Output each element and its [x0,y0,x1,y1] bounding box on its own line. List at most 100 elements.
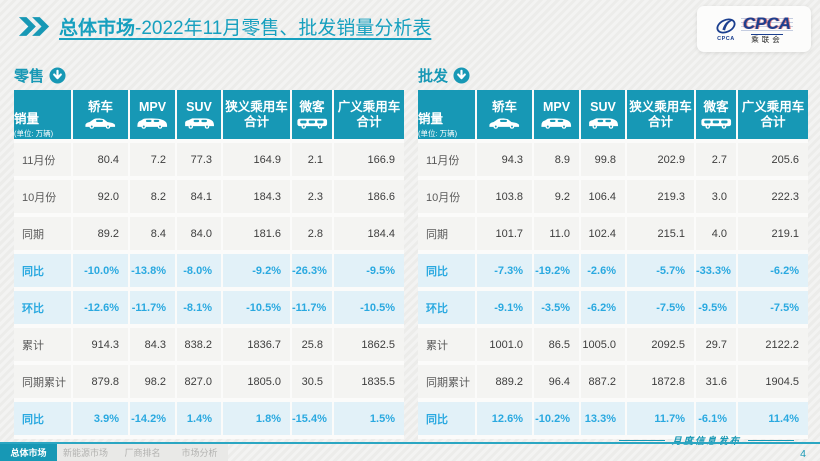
data-cell: 205.6 [737,141,808,180]
data-cell: -8.1% [176,289,223,328]
data-cell: 98.2 [129,363,177,402]
page-number: 4 [800,448,806,460]
data-cell: 31.6 [695,363,738,402]
van-icon [696,116,736,129]
data-cell: -9.2% [222,252,292,291]
data-cell: 222.3 [737,178,808,217]
column-header: MPV [129,90,177,143]
data-cell: 219.3 [626,178,696,217]
data-cell: 202.9 [626,141,696,180]
data-cell: 30.5 [291,363,334,402]
table-row: 11月份 94.3 8.9 99.8 202.9 2.7 205.6 [418,141,808,180]
sales-unit: (单位: 万辆) [14,129,54,138]
suv-icon [581,116,625,129]
data-cell: 11.4% [737,400,808,439]
data-cell: 889.2 [476,363,534,402]
data-cell: 1001.0 [476,326,534,365]
sales-column-header: 销量 (单位: 万辆) [14,90,73,143]
cpca-subtitle: 乘联会 [751,33,783,44]
data-cell: -9.5% [333,252,404,291]
column-header: 狭义乘用车 合计 [222,90,292,143]
row-label: 同比 [418,400,477,439]
data-cell: -6.2% [737,252,808,291]
wholesale-section: 批发 销量 (单位: 万辆) 轿车 MPV SUV 狭义乘用车 合计 微客 广义乘用车 合计 1… [418,64,808,439]
table-row: 同期累计 889.2 96.4 887.2 1872.8 31.6 1904.5 [418,363,808,402]
column-header-label: 微客 [703,99,729,114]
data-cell: 86.5 [533,326,581,365]
table-row: 累计 914.3 84.3 838.2 1836.7 25.8 1862.5 [14,326,404,365]
data-cell: 8.9 [533,141,581,180]
van-icon [292,116,332,129]
table-row: 环比 -12.6% -11.7% -8.1% -10.5% -11.7% -10.5% [14,289,404,328]
row-label: 环比 [14,289,73,328]
tab-厂商排名[interactable]: 厂商排名 [114,444,171,461]
data-cell: 181.6 [222,215,292,254]
header-row: 销量 (单位: 万辆) 轿车 MPV SUV 狭义乘用车 合计 微客 广义乘用车 合计 [418,90,808,143]
table-row: 累计 1001.0 86.5 1005.0 2092.5 29.7 2122.2 [418,326,808,365]
column-header-label: 狭义乘用车 合计 [629,100,692,129]
data-cell: 84.3 [129,326,177,365]
data-cell: 184.4 [333,215,404,254]
data-cell: 3.0 [695,178,738,217]
data-cell: -5.7% [626,252,696,291]
data-cell: 101.7 [476,215,534,254]
data-cell: -10.5% [333,289,404,328]
cpca-mark-label: CPCA [717,35,735,42]
row-label: 同期 [14,215,73,254]
data-cell: 13.3% [580,400,627,439]
page-title: 总体市场-2022年11月零售、批发销量分析表 [59,13,431,40]
data-cell: 11.7% [626,400,696,439]
data-cell: 838.2 [176,326,223,365]
data-cell: 92.0 [72,178,130,217]
tab-总体市场[interactable]: 总体市场 [0,444,57,461]
data-cell: 84.1 [176,178,223,217]
table-row: 同期 101.7 11.0 102.4 215.1 4.0 219.1 [418,215,808,254]
data-cell: -9.1% [476,289,534,328]
data-cell: 164.9 [222,141,292,180]
wholesale-table: 销量 (单位: 万辆) 轿车 MPV SUV 狭义乘用车 合计 微客 广义乘用车 合计 11月份… [418,90,808,439]
tab-新能源市场[interactable]: 新能源市场 [57,444,114,461]
column-header-label: 广义乘用车 合计 [741,100,805,129]
data-cell: 2122.2 [737,326,808,365]
data-cell: 827.0 [176,363,223,402]
sales-label: 销量 [14,112,40,126]
data-cell: -10.5% [222,289,292,328]
column-header-label: 微客 [299,99,325,114]
column-header: 狭义乘用车 合计 [626,90,696,143]
data-cell: -6.1% [695,400,738,439]
row-label: 同比 [418,252,477,291]
data-cell: 879.8 [72,363,130,402]
cpca-logo-text: CPCA 乘联会 [740,14,794,44]
data-cell: 1835.5 [333,363,404,402]
tab-市场分析[interactable]: 市场分析 [171,444,228,461]
data-cell: -13.8% [129,252,177,291]
column-header: 微客 [291,90,334,143]
row-label: 10月份 [14,178,73,217]
data-cell: 1.8% [222,400,292,439]
data-cell: 80.4 [72,141,130,180]
data-cell: -33.3% [695,252,738,291]
release-note: 月度信息发布 [619,433,794,447]
data-cell: 2.3 [291,178,334,217]
data-cell: 94.3 [476,141,534,180]
data-cell: -11.7% [129,289,177,328]
wholesale-section-head: 批发 [418,64,808,87]
data-cell: 219.1 [737,215,808,254]
data-cell: -14.2% [129,400,177,439]
column-header-label: SUV [186,99,212,114]
data-cell: 96.4 [533,363,581,402]
table-row: 同比 -7.3% -19.2% -2.6% -5.7% -33.3% -6.2% [418,252,808,291]
data-cell: 12.6% [476,400,534,439]
data-cell: 1.5% [333,400,404,439]
data-cell: 1862.5 [333,326,404,365]
data-cell: 186.6 [333,178,404,217]
column-header: SUV [580,90,627,143]
header-row: 销量 (单位: 万辆) 轿车 MPV SUV 狭义乘用车 合计 微客 广义乘用车 合计 [14,90,404,143]
sedan-icon [73,116,128,129]
row-label: 11月份 [14,141,73,180]
table-row: 同比 3.9% -14.2% 1.4% 1.8% -15.4% 1.5% [14,400,404,439]
column-header: 微客 [695,90,738,143]
data-cell: 1904.5 [737,363,808,402]
data-cell: 2.8 [291,215,334,254]
